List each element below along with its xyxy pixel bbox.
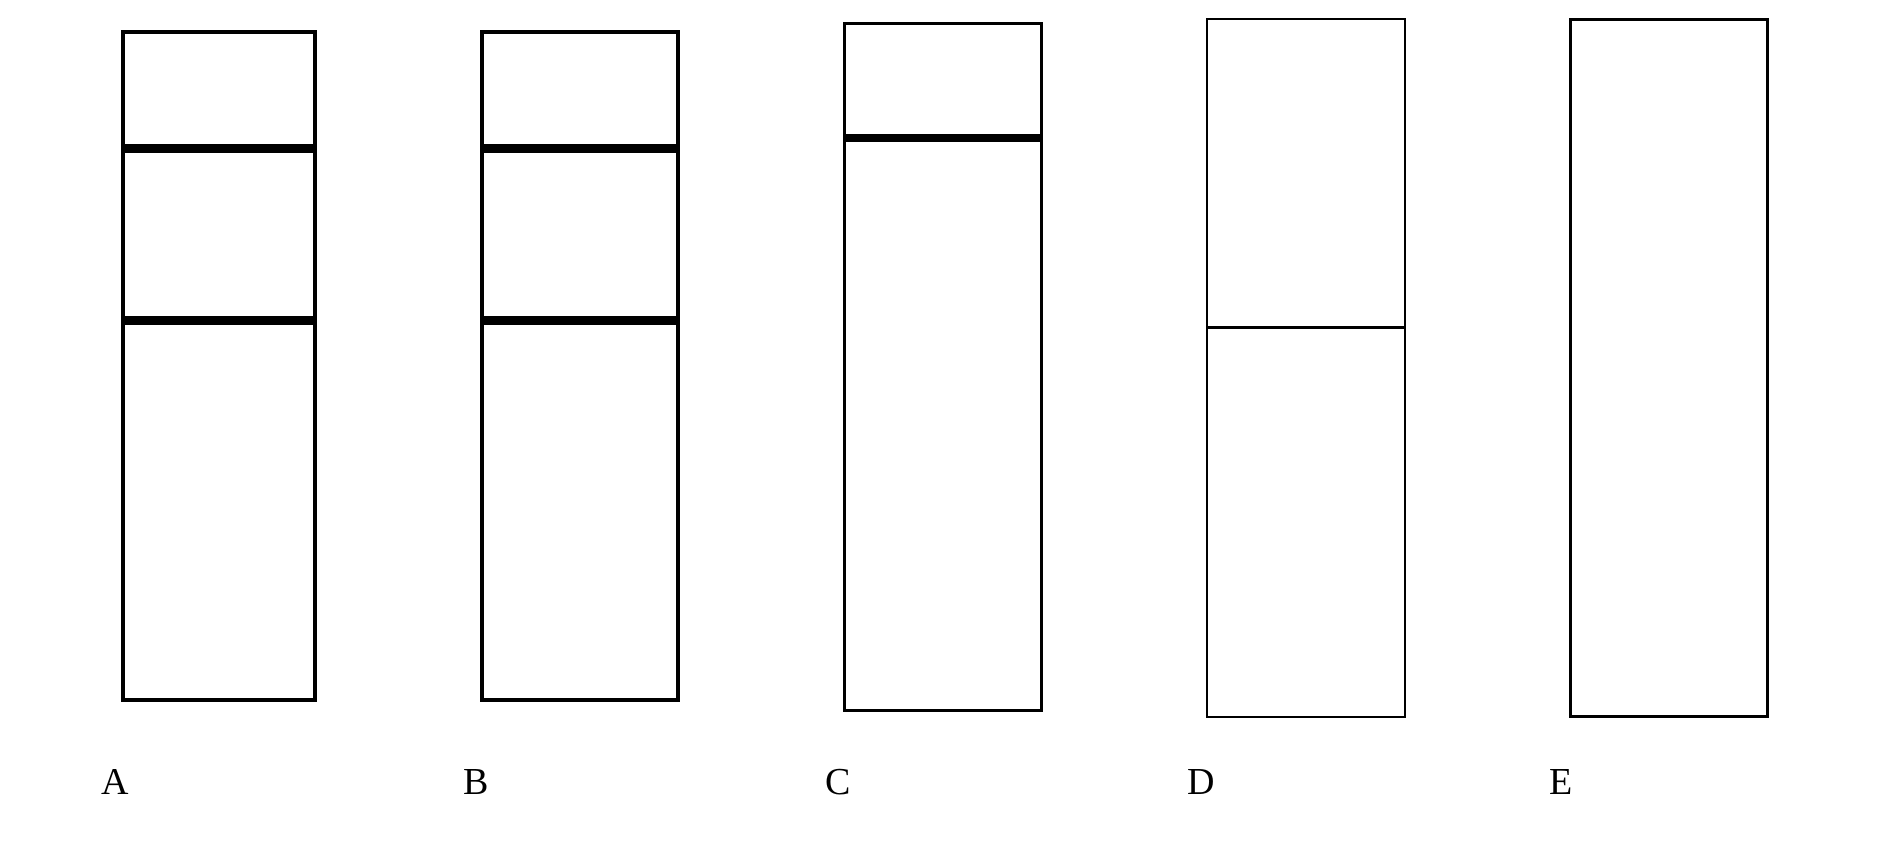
strip-group-e xyxy=(1569,30,1769,718)
band-a-1 xyxy=(125,316,313,325)
test-strip-a xyxy=(121,30,317,702)
strip-label-d: D xyxy=(1187,760,1387,804)
strip-group-b xyxy=(480,30,680,702)
band-b-1 xyxy=(484,316,676,325)
strip-label-c: C xyxy=(825,760,1025,804)
labels-row: A B C D E xyxy=(0,760,1890,804)
strip-label-b: B xyxy=(463,760,663,804)
strip-label-e: E xyxy=(1549,760,1749,804)
test-strip-d xyxy=(1206,18,1406,718)
test-strip-e xyxy=(1569,18,1769,718)
band-d-0 xyxy=(1208,326,1404,329)
strip-group-c xyxy=(843,30,1043,712)
band-b-0 xyxy=(484,144,676,153)
strip-label-a: A xyxy=(101,760,301,804)
band-a-0 xyxy=(125,144,313,153)
band-c-0 xyxy=(846,134,1040,142)
test-strip-c xyxy=(843,22,1043,712)
test-strip-b xyxy=(480,30,680,702)
strip-group-a xyxy=(121,30,317,702)
test-strip-diagram xyxy=(0,0,1890,720)
strip-group-d xyxy=(1206,30,1406,718)
